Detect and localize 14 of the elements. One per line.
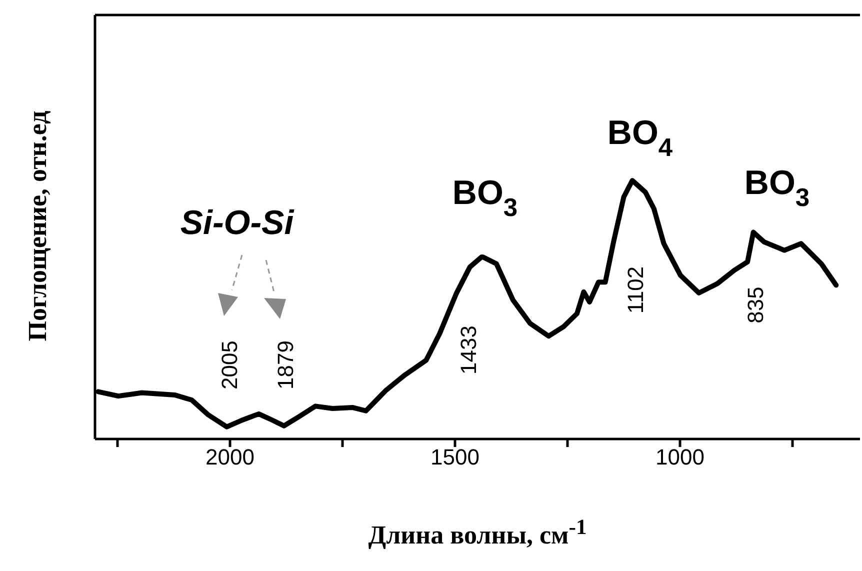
annotation: 2005 (216, 340, 242, 390)
x-tick-label: 2000 (206, 444, 254, 470)
annotation: Si-O-Si (180, 204, 296, 242)
x-axis-title: Длина волны, см$^{-1}$ (367, 515, 588, 551)
annotation: BO$_{3}$ (744, 164, 810, 212)
x-tick-label: 1500 (430, 444, 480, 470)
annotation: 1433 (456, 326, 481, 374)
x-tick-label: 1000 (656, 444, 704, 470)
annotation: 1879 (272, 340, 298, 390)
annotation: BO$_{3}$ (452, 174, 518, 222)
annotation: 835 (742, 286, 768, 324)
y-axis-title: Поглощение, отн.ед (23, 110, 53, 344)
text: BO$_{4}$ (607, 114, 674, 162)
annotation: 1102 (622, 266, 648, 314)
